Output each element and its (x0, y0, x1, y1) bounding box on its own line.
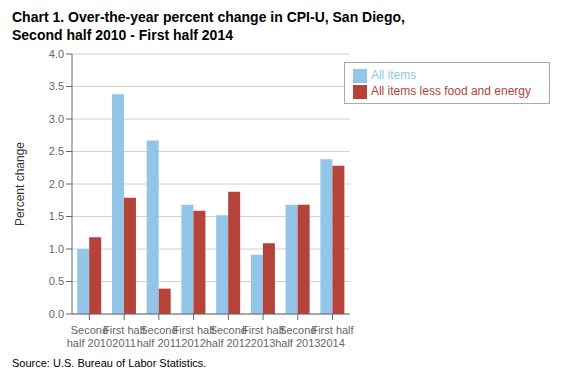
svg-text:2.0: 2.0 (49, 178, 64, 190)
svg-text:3.5: 3.5 (49, 80, 64, 92)
html-text:half 2011: half 2011 (136, 337, 182, 349)
svg-text:1.0: 1.0 (49, 243, 64, 255)
html-text:Source: U.S. Bureau of Labor S: Source: U.S. Bureau of Labor Statistics. (12, 357, 207, 369)
html-text:half 2013: half 2013 (275, 337, 321, 349)
html-text:All items: All items (370, 68, 417, 82)
svg-text:0.5: 0.5 (49, 275, 64, 287)
html-text:Second: Second (209, 324, 247, 336)
html-text:2012: 2012 (181, 337, 206, 349)
html-text:Chart 1. Over-the-year percent: Chart 1. Over-the-year percent change in… (12, 9, 405, 25)
svg-text:First half2014: First half2014 (311, 324, 354, 349)
html-text:Second: Second (279, 324, 317, 336)
html-text:All items less food and energy: All items less food and energy (370, 84, 531, 98)
html-text:2011: 2011 (112, 337, 136, 349)
svg-text:1.5: 1.5 (49, 210, 64, 222)
svg-text:2.5: 2.5 (49, 145, 64, 157)
html-text:half 2012: half 2012 (205, 337, 251, 349)
html-text:First half: First half (172, 324, 215, 336)
html-text:2013: 2013 (250, 337, 276, 349)
svg-text:Percent change: Percent change (13, 142, 27, 226)
html-text:First half: First half (242, 324, 285, 336)
html-text:Second: Second (140, 324, 178, 336)
svg-text:4.0: 4.0 (49, 48, 64, 60)
html-text:First half: First half (103, 324, 146, 336)
html-text:Second: Second (70, 324, 108, 336)
html-text:half 2010: half 2010 (66, 337, 112, 349)
html-text:Second half 2010 - First half: Second half 2010 - First half 2014 (12, 27, 233, 43)
svg-text:3.0: 3.0 (49, 113, 64, 125)
svg-text:0.0: 0.0 (49, 308, 64, 320)
